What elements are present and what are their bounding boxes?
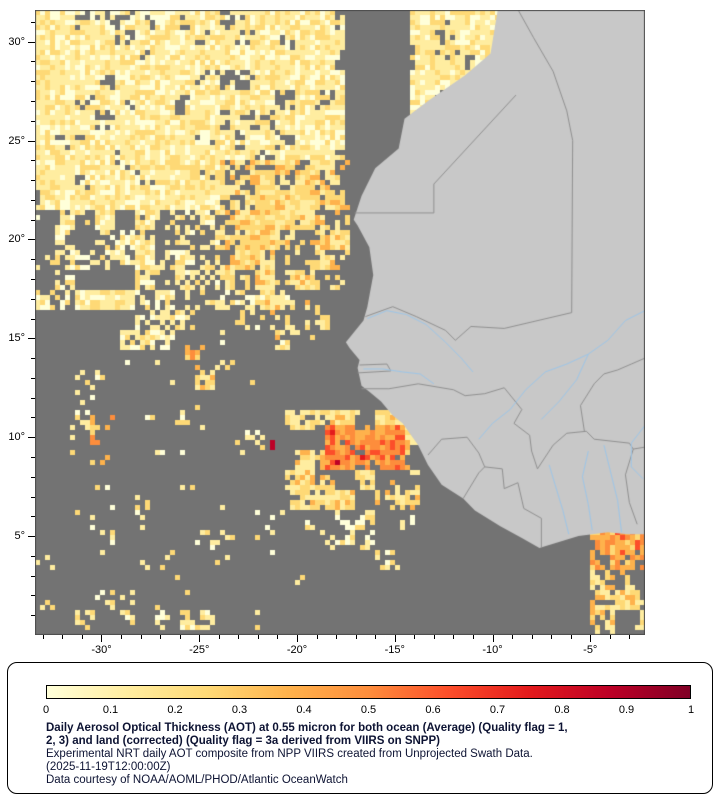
lon-minor-tick-mark [609,635,611,639]
lon-minor-tick-mark [336,635,338,639]
lon-minor-tick-mark [238,635,240,639]
aot-map-canvas [35,10,645,635]
lon-minor-tick-mark [140,635,142,639]
lat-tick-mark [28,41,35,43]
colorbar-tick-label: 0.2 [167,704,183,716]
lon-tick-label: -30° [91,644,112,656]
lon-tick-mark [101,635,103,642]
lat-tick-label: 5° [14,530,25,543]
lon-minor-tick-mark [414,635,416,639]
lat-tick-mark [28,536,35,538]
lat-tick-label: 10° [8,431,25,444]
aot-colorbar [46,685,691,699]
colorbar-tick-label: 0.6 [425,704,441,716]
lon-minor-tick-mark [218,635,220,639]
lon-minor-tick-mark [551,635,553,639]
lon-minor-tick-mark [629,635,631,639]
map-area [35,10,645,635]
legend-title-line-2: 2, 3) and land (corrected) (Quality flag… [46,735,440,747]
colorbar-tick-label: 0.7 [489,704,506,716]
lon-tick-mark [590,635,592,642]
colorbar-tick-label: 0.1 [102,704,119,716]
lon-minor-tick-mark [472,635,474,639]
lon-minor-tick-mark [179,635,181,639]
legend-panel: 0 0.1 0.2 0.3 0.4 0.5 0.6 0.7 0.8 0.9 1 Daily Aero… [7,662,713,794]
lat-tick-mark [28,338,35,340]
colorbar-tick-label: 1 [687,704,695,716]
lon-minor-tick-mark [512,635,514,639]
lon-tick-label: -5° [583,644,598,656]
lat-tick-label: 15° [8,332,25,345]
lon-tick-label: -10° [482,644,503,656]
lon-tick-mark [199,635,201,642]
lon-minor-tick-mark [257,635,259,639]
colorbar-tick-label: 0.3 [231,704,248,716]
lat-tick-mark [28,140,35,142]
colorbar-tick-label: 0.5 [360,704,377,716]
legend-title-line-1: Daily Aerosol Optical Thickness (AOT) at… [46,722,568,734]
lat-tick-label: 25° [8,134,25,147]
lon-tick-label: -25° [189,644,210,656]
lon-minor-tick-mark [316,635,318,639]
legend-subtitle: Experimental NRT daily AOT composite fro… [46,748,533,760]
colorbar-tick-label: 0 [42,704,50,716]
lat-tick-mark [28,437,35,439]
lon-minor-tick-mark [81,635,83,639]
legend-timestamp: (2025-11-19T12:00:00Z) [46,761,171,773]
lon-tick-label: -15° [384,644,405,656]
lon-minor-tick-mark [531,635,533,639]
lon-minor-tick-mark [375,635,377,639]
lon-minor-tick-mark [570,635,572,639]
lat-tick-label: 20° [8,233,25,246]
lon-tick-mark [296,635,298,642]
lat-tick-label: 30° [8,35,25,48]
lon-minor-tick-mark [453,635,455,639]
lon-minor-tick-mark [62,635,64,639]
colorbar-tick-label: 0.8 [554,704,570,716]
lon-minor-tick-mark [160,635,162,639]
lon-minor-tick-mark [433,635,435,639]
legend-credit: Data courtesy of NOAA/AOML/PHOD/Atlantic… [46,774,348,786]
colorbar-tick-label: 0.4 [296,704,312,716]
lon-minor-tick-mark [355,635,357,639]
lon-tick-mark [394,635,396,642]
lon-minor-tick-mark [42,635,44,639]
lon-minor-tick-mark [121,635,123,639]
lon-tick-label: -20° [286,644,308,656]
colorbar-tick-label: 0.9 [618,704,635,716]
lon-minor-tick-mark [277,635,279,639]
legend-caption: Daily Aerosol Optical Thickness (AOT) at… [46,722,568,787]
lat-tick-mark [28,239,35,241]
lon-tick-mark [492,635,494,642]
